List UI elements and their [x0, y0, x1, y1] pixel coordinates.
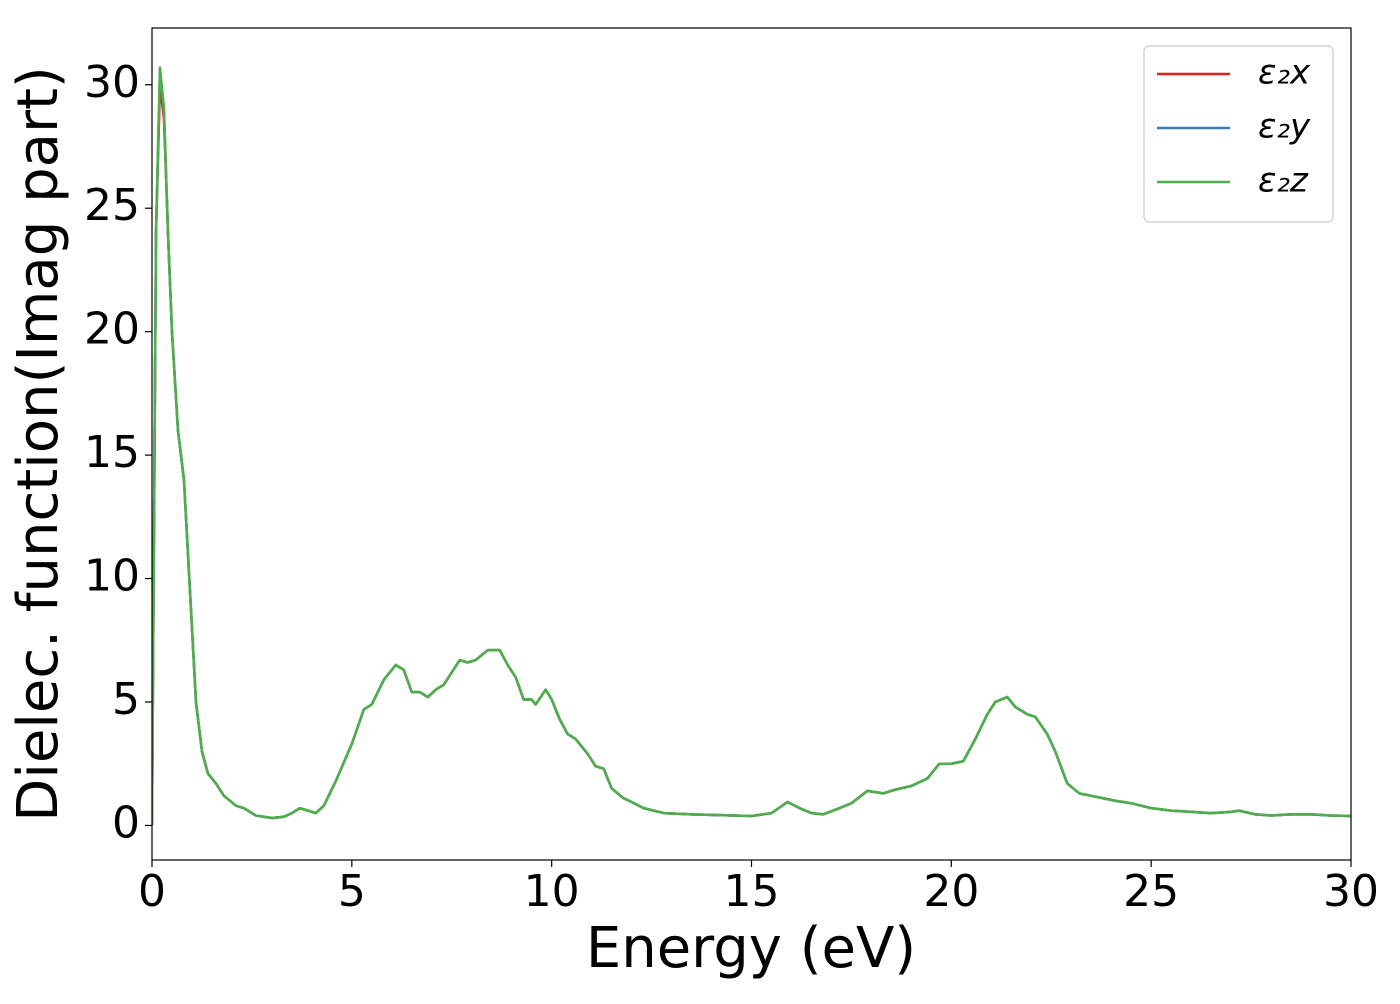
x-tick-label: 20: [923, 866, 979, 917]
y-tick-label: 15: [84, 427, 140, 478]
y-tick-label: 5: [112, 674, 140, 725]
legend-label: ε₂z: [1258, 161, 1309, 201]
x-tick-label: 30: [1323, 866, 1379, 917]
y-tick-label: 20: [84, 304, 140, 355]
legend-label: ε₂y: [1258, 107, 1311, 147]
x-tick-label: 25: [1123, 866, 1179, 917]
y-tick-label: 0: [112, 797, 140, 848]
plot-area: [152, 66, 1351, 826]
x-tick-label: 0: [138, 866, 166, 917]
legend-label: ε₂x: [1258, 53, 1311, 93]
x-axis-label: Energy (eV): [586, 916, 916, 981]
legend-box: [1143, 45, 1334, 223]
y-axis-label: Dielec. function(Imag part): [6, 66, 71, 822]
x-tick-label: 15: [724, 866, 780, 917]
y-tick-label: 25: [84, 180, 140, 231]
y-tick-label: 30: [84, 57, 140, 108]
y-tick-label: 10: [84, 551, 140, 602]
x-tick-label: 5: [338, 866, 366, 917]
series-line: [152, 66, 1351, 826]
x-tick-label: 10: [524, 866, 580, 917]
